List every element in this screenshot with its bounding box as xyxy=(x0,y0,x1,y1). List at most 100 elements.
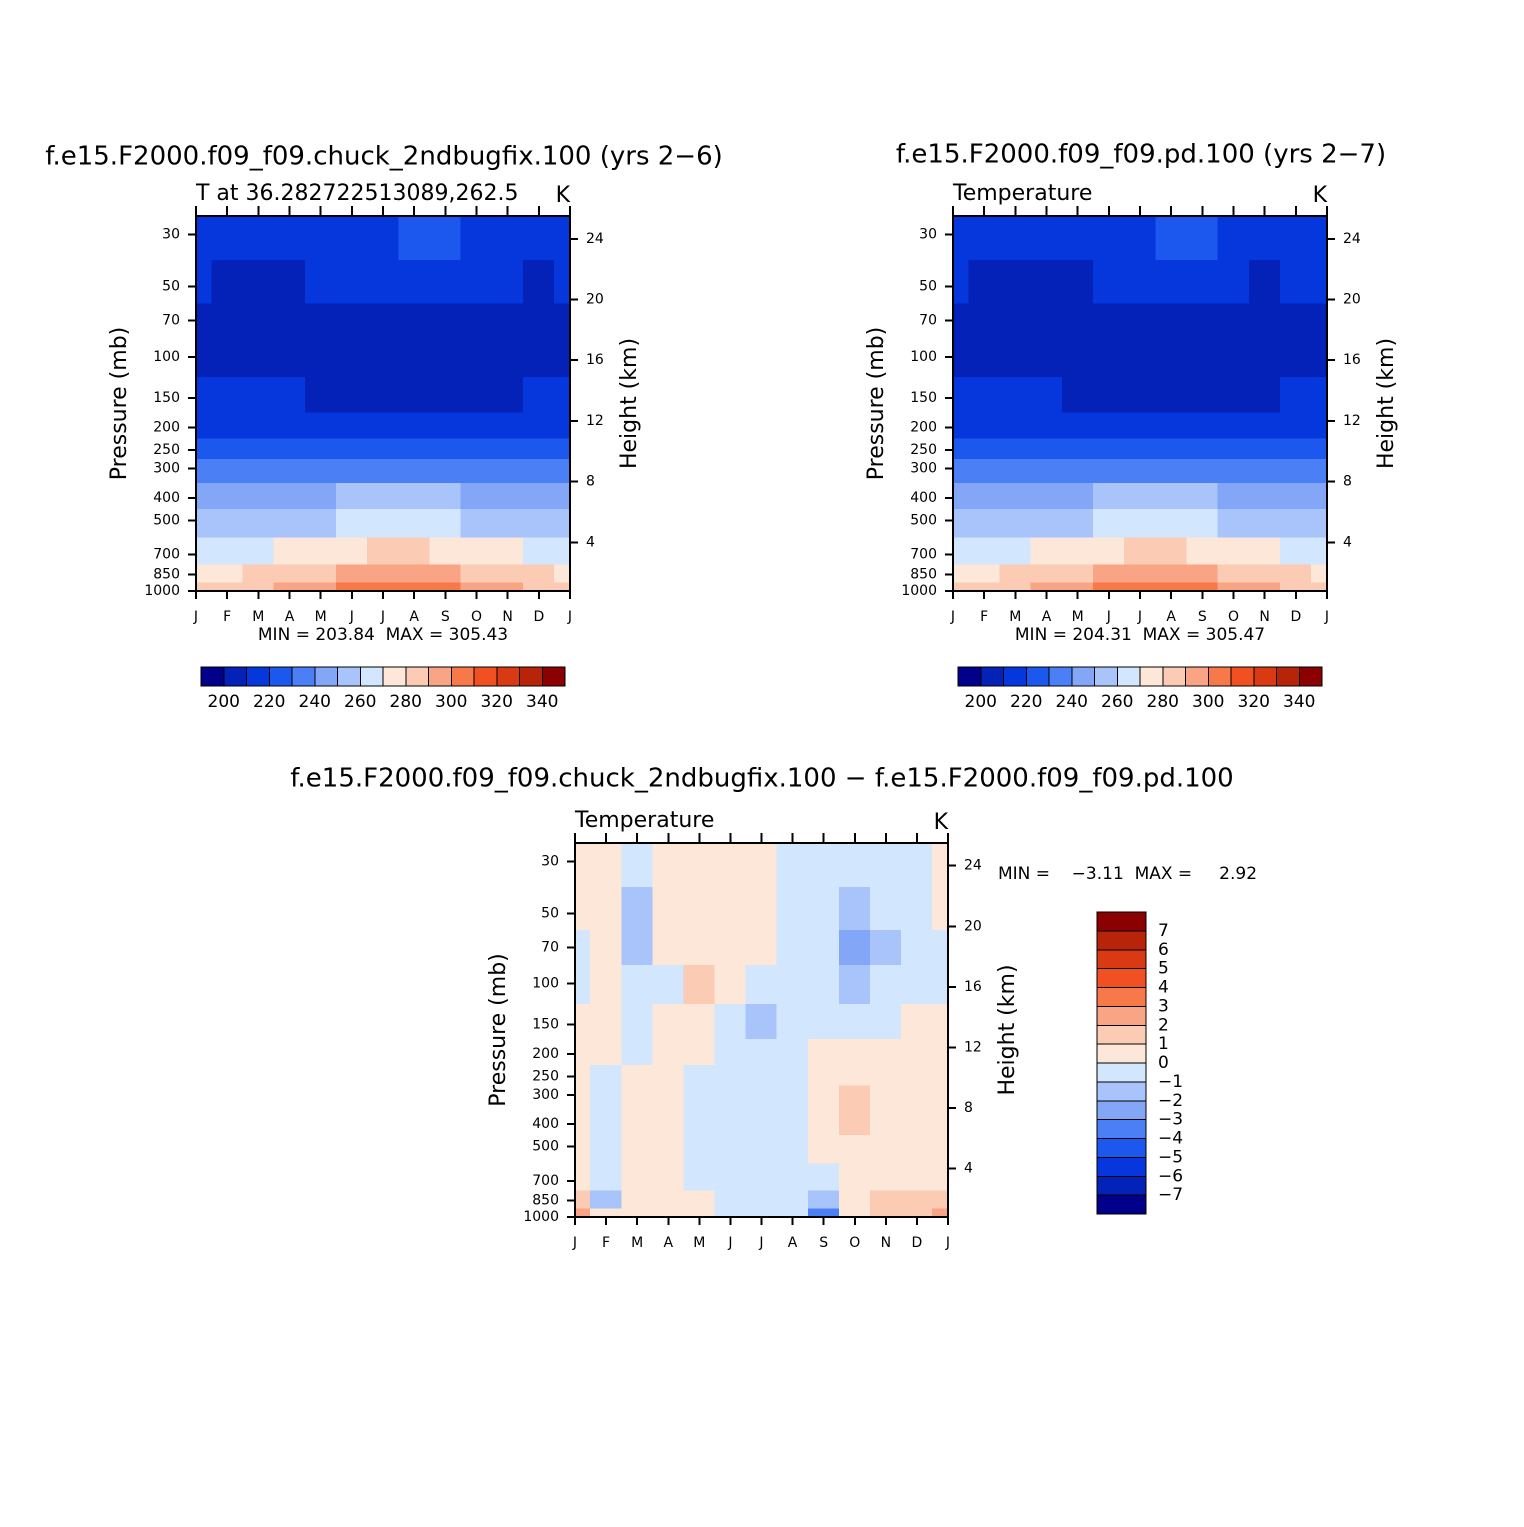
contour-cell xyxy=(838,1038,871,1066)
contour-cell xyxy=(554,303,571,340)
contour-cell xyxy=(1155,508,1188,538)
contour-cell xyxy=(901,1109,933,1136)
contour-cell xyxy=(968,260,1001,304)
contour-cell xyxy=(398,459,431,484)
colorbar-box xyxy=(1116,666,1141,687)
colorbar-box xyxy=(200,666,225,687)
contour-cell xyxy=(1155,412,1188,440)
y-tick-label: 500 xyxy=(532,1139,559,1155)
contour-cell xyxy=(491,412,524,440)
contour-cell xyxy=(999,564,1032,584)
contour-cell xyxy=(522,459,555,484)
contour-cell xyxy=(590,1064,622,1086)
x-tick-label: J xyxy=(1106,609,1111,625)
y-tick-label: 200 xyxy=(532,1046,559,1062)
contour-cell xyxy=(1279,303,1312,340)
contour-cell xyxy=(367,564,399,584)
contour-cell xyxy=(776,1163,809,1191)
colorbar-label: −4 xyxy=(1158,1129,1183,1149)
contour-cell xyxy=(304,537,337,565)
y-tick-label: 300 xyxy=(910,461,937,477)
contour-cell xyxy=(1092,338,1125,378)
contour-cell xyxy=(1155,438,1188,460)
contour-cell xyxy=(1030,508,1063,538)
contour-cell xyxy=(574,1038,591,1066)
contour-cell xyxy=(1124,508,1156,538)
contour-cell xyxy=(968,303,1001,340)
contour-cell xyxy=(621,1208,654,1218)
contour-cell xyxy=(776,930,809,966)
contour-cell xyxy=(745,1163,778,1191)
contour-cell xyxy=(335,459,368,484)
contour-cell xyxy=(807,1109,840,1136)
x-tick-label: J xyxy=(193,609,198,625)
contour-cell xyxy=(335,582,368,592)
contour-cell xyxy=(1061,582,1094,592)
contour-cell xyxy=(932,1064,949,1086)
contour-cell xyxy=(807,887,840,931)
contour-cell xyxy=(714,887,747,931)
contour-cell xyxy=(367,582,399,592)
y2-tick-label: 4 xyxy=(586,534,595,550)
x-tick-label: F xyxy=(980,609,988,625)
contour-cell xyxy=(590,842,622,888)
contour-cell xyxy=(211,412,244,440)
contour-cell xyxy=(776,1135,809,1165)
contour-cell xyxy=(1155,338,1188,378)
contour-cell xyxy=(869,1085,902,1110)
contour-cell xyxy=(574,1085,591,1110)
contour-cell xyxy=(1124,582,1156,592)
contour-cell xyxy=(869,842,902,888)
y2-axis-label: Height (km) xyxy=(617,338,642,469)
contour-cell xyxy=(683,1135,716,1165)
contour-cell xyxy=(491,215,524,261)
contour-cell xyxy=(460,482,493,510)
y-tick-label: 50 xyxy=(541,905,559,921)
contour-cell xyxy=(621,842,654,888)
colorbar-box xyxy=(246,666,270,687)
contour-cell xyxy=(1092,412,1125,440)
colorbar-label: 300 xyxy=(435,692,467,712)
contour-cell xyxy=(1155,303,1188,340)
y-tick-label: 70 xyxy=(919,313,937,329)
y2-tick-label: 12 xyxy=(1343,413,1361,429)
contour-cell xyxy=(211,564,244,584)
contour-cell xyxy=(1248,438,1281,460)
contour-cell xyxy=(838,1085,871,1110)
contour-cell xyxy=(745,1003,778,1040)
y2-tick-label: 16 xyxy=(586,352,604,368)
units: K xyxy=(556,183,571,208)
contour-cell xyxy=(522,260,555,304)
colorbar-box xyxy=(1139,666,1164,687)
colorbar-box xyxy=(1096,1194,1147,1215)
contour-cell xyxy=(968,215,1001,261)
contour-cell xyxy=(522,215,555,261)
contour-cell xyxy=(952,412,969,440)
colorbar-label: 7 xyxy=(1158,921,1169,941)
contour-cell xyxy=(1217,482,1250,510)
contour-cell xyxy=(714,1190,747,1210)
contour-cell xyxy=(1279,459,1312,484)
contour-cell xyxy=(776,965,809,1005)
y-tick-label: 500 xyxy=(910,513,937,529)
colorbar-box xyxy=(428,666,452,687)
contour-cell xyxy=(574,1163,591,1191)
y-tick-label: 30 xyxy=(162,227,180,243)
contour-cell xyxy=(1061,377,1094,414)
y-tick-label: 300 xyxy=(153,461,180,477)
contour-cell xyxy=(776,1208,809,1218)
colorbar-label: 260 xyxy=(1101,692,1133,712)
contour-cell xyxy=(683,1190,716,1210)
contour-cell xyxy=(574,930,591,966)
x-tick-label: F xyxy=(223,609,231,625)
contour-cell xyxy=(554,459,571,484)
contour-cell xyxy=(1186,438,1219,460)
y2-tick-label: 12 xyxy=(964,1039,982,1055)
contour-cell xyxy=(429,215,462,261)
colorbar-label: 340 xyxy=(1283,692,1315,712)
contour-cell xyxy=(367,508,399,538)
contour-cell xyxy=(195,438,212,460)
colorbar-box xyxy=(1230,666,1255,687)
contour-cell xyxy=(1217,582,1250,592)
